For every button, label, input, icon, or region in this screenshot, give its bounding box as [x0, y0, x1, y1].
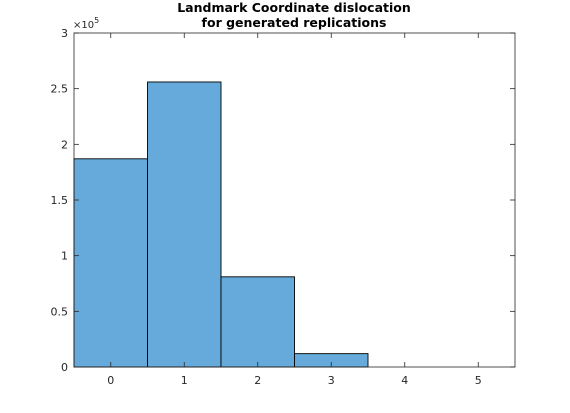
x-tick-label-2: 2: [254, 374, 261, 387]
y-tick-label-6: 3: [61, 27, 68, 40]
y-tick-label-0: 0: [61, 361, 68, 374]
y-tick-label-2: 1: [61, 250, 68, 263]
y-axis-exponent-power: 5: [94, 16, 99, 25]
histogram-bar-0: [73, 158, 148, 368]
y-tick-label-5: 2.5: [51, 83, 69, 96]
x-tick-label-1: 1: [181, 374, 188, 387]
y-axis-exponent-label: ×105: [73, 16, 99, 31]
y-tick-label-1: 0.5: [51, 305, 69, 318]
y-axis-exponent-base: ×10: [73, 20, 94, 31]
histogram-bar-2: [220, 276, 295, 368]
chart-title-line-1: Landmark Coordinate dislocation: [177, 0, 411, 15]
plot-area: 0 1 2 3 4 5 0 0.5 1 1.5 2 2.5 3: [51, 27, 516, 387]
chart-title-line-2: for generated replications: [202, 15, 387, 30]
x-tick-label-0: 0: [107, 374, 114, 387]
x-tick-label-4: 4: [401, 374, 408, 387]
y-tick-label-3: 1.5: [51, 194, 69, 207]
x-tick-label-5: 5: [475, 374, 482, 387]
chart-title: Landmark Coordinate dislocation for gene…: [177, 0, 411, 30]
x-tick-label-3: 3: [328, 374, 335, 387]
histogram-bar-1: [147, 81, 222, 368]
y-tick-label-4: 2: [61, 138, 68, 151]
